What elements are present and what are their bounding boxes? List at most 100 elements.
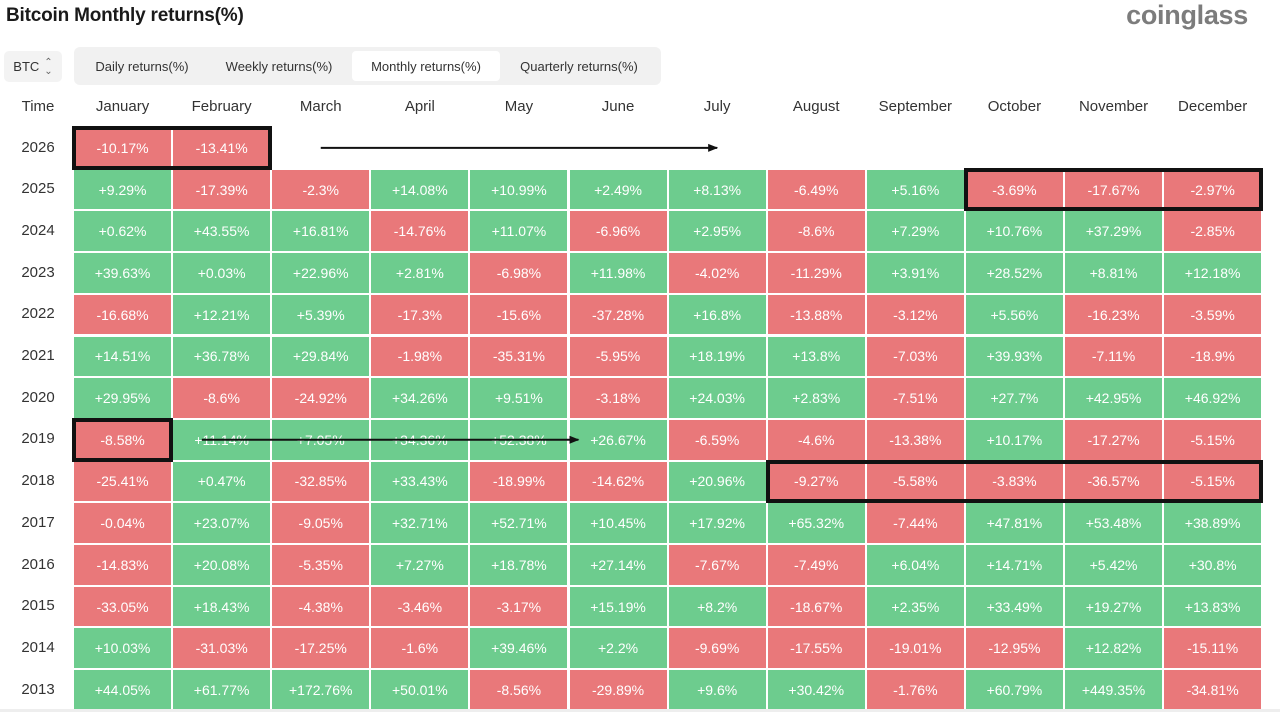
- return-cell[interactable]: +12.21%: [173, 294, 271, 335]
- return-cell[interactable]: +44.05%: [74, 670, 172, 710]
- return-cell[interactable]: +9.29%: [74, 169, 172, 210]
- return-cell[interactable]: +14.51%: [74, 336, 172, 377]
- return-cell[interactable]: -17.55%: [767, 628, 865, 669]
- return-cell[interactable]: +5.16%: [866, 169, 964, 210]
- return-cell[interactable]: -29.89%: [569, 670, 667, 710]
- return-cell[interactable]: +38.89%: [1164, 503, 1262, 543]
- return-cell[interactable]: -12.95%: [965, 628, 1063, 669]
- return-cell[interactable]: +36.78%: [173, 336, 271, 377]
- return-cell[interactable]: +18.43%: [173, 586, 271, 627]
- return-cell[interactable]: +2.81%: [371, 253, 469, 293]
- return-cell[interactable]: +18.19%: [668, 336, 766, 377]
- return-cell[interactable]: -24.92%: [272, 378, 370, 418]
- return-cell[interactable]: +29.95%: [74, 378, 172, 418]
- return-cell[interactable]: -15.11%: [1164, 628, 1262, 669]
- return-cell[interactable]: -9.05%: [272, 503, 370, 543]
- return-cell[interactable]: -2.85%: [1164, 211, 1262, 252]
- return-cell[interactable]: +50.01%: [371, 670, 469, 710]
- return-cell[interactable]: +7.27%: [371, 545, 469, 585]
- return-cell[interactable]: +8.81%: [1065, 253, 1163, 293]
- return-cell[interactable]: -35.31%: [470, 336, 568, 377]
- return-cell[interactable]: -4.38%: [272, 586, 370, 627]
- return-cell[interactable]: -0.04%: [74, 503, 172, 543]
- return-cell[interactable]: +11.14%: [173, 419, 271, 460]
- return-cell[interactable]: -8.6%: [767, 211, 865, 252]
- return-cell[interactable]: +22.96%: [272, 253, 370, 293]
- return-cell[interactable]: +11.98%: [569, 253, 667, 293]
- return-cell[interactable]: +17.92%: [668, 503, 766, 543]
- return-cell[interactable]: -18.67%: [767, 586, 865, 627]
- return-cell[interactable]: -1.76%: [866, 670, 964, 710]
- return-cell[interactable]: +26.67%: [569, 419, 667, 460]
- return-cell[interactable]: +3.91%: [866, 253, 964, 293]
- return-cell[interactable]: -8.56%: [470, 670, 568, 710]
- return-cell[interactable]: -33.05%: [74, 586, 172, 627]
- return-cell[interactable]: +65.32%: [767, 503, 865, 543]
- return-cell[interactable]: +30.8%: [1164, 545, 1262, 585]
- return-cell[interactable]: +27.7%: [965, 378, 1063, 418]
- return-cell[interactable]: -16.68%: [74, 294, 172, 335]
- return-cell[interactable]: +34.26%: [371, 378, 469, 418]
- return-cell[interactable]: -17.3%: [371, 294, 469, 335]
- return-cell[interactable]: +2.35%: [866, 586, 964, 627]
- return-cell[interactable]: -10.17%: [74, 128, 172, 168]
- return-cell[interactable]: +2.83%: [767, 378, 865, 418]
- return-cell[interactable]: -17.67%: [1065, 169, 1163, 210]
- return-cell[interactable]: -25.41%: [74, 461, 172, 502]
- return-cell[interactable]: -34.81%: [1164, 670, 1262, 710]
- return-cell[interactable]: +11.07%: [470, 211, 568, 252]
- return-cell[interactable]: -17.39%: [173, 169, 271, 210]
- return-cell[interactable]: +39.46%: [470, 628, 568, 669]
- return-cell[interactable]: +5.39%: [272, 294, 370, 335]
- return-cell[interactable]: +16.8%: [668, 294, 766, 335]
- return-cell[interactable]: -1.6%: [371, 628, 469, 669]
- return-cell[interactable]: +9.6%: [668, 670, 766, 710]
- return-cell[interactable]: -9.27%: [767, 461, 865, 502]
- return-cell[interactable]: +5.56%: [965, 294, 1063, 335]
- return-cell[interactable]: +7.29%: [866, 211, 964, 252]
- return-cell[interactable]: +6.04%: [866, 545, 964, 585]
- return-cell[interactable]: +449.35%: [1065, 670, 1163, 710]
- return-cell[interactable]: +30.42%: [767, 670, 865, 710]
- return-cell[interactable]: -5.58%: [866, 461, 964, 502]
- tab-daily-returns[interactable]: Daily returns(%): [95, 58, 189, 74]
- return-cell[interactable]: -5.15%: [1164, 461, 1262, 502]
- return-cell[interactable]: +32.71%: [371, 503, 469, 543]
- tab-quarterly-returns[interactable]: Quarterly returns(%): [520, 58, 638, 74]
- return-cell[interactable]: -8.6%: [173, 378, 271, 418]
- return-cell[interactable]: -14.83%: [74, 545, 172, 585]
- return-cell[interactable]: +46.92%: [1164, 378, 1262, 418]
- return-cell[interactable]: -13.88%: [767, 294, 865, 335]
- return-cell[interactable]: -6.98%: [470, 253, 568, 293]
- return-cell[interactable]: -3.46%: [371, 586, 469, 627]
- return-cell[interactable]: -16.23%: [1065, 294, 1163, 335]
- tab-weekly-returns[interactable]: Weekly returns(%): [225, 58, 333, 74]
- return-cell[interactable]: -3.17%: [470, 586, 568, 627]
- return-cell[interactable]: +172.76%: [272, 670, 370, 710]
- return-cell[interactable]: +13.83%: [1164, 586, 1262, 627]
- return-cell[interactable]: +13.8%: [767, 336, 865, 377]
- return-cell[interactable]: -1.98%: [371, 336, 469, 377]
- return-cell[interactable]: +52.71%: [470, 503, 568, 543]
- return-cell[interactable]: -37.28%: [569, 294, 667, 335]
- return-cell[interactable]: +39.63%: [74, 253, 172, 293]
- return-cell[interactable]: -13.38%: [866, 419, 964, 460]
- return-cell[interactable]: -3.12%: [866, 294, 964, 335]
- return-cell[interactable]: +12.18%: [1164, 253, 1262, 293]
- return-cell[interactable]: +20.08%: [173, 545, 271, 585]
- return-cell[interactable]: -8.58%: [74, 419, 172, 460]
- return-cell[interactable]: +28.52%: [965, 253, 1063, 293]
- coin-select[interactable]: BTC ⌃ ⌄: [4, 51, 62, 82]
- return-cell[interactable]: +16.81%: [272, 211, 370, 252]
- return-cell[interactable]: -2.3%: [272, 169, 370, 210]
- return-cell[interactable]: +9.51%: [470, 378, 568, 418]
- return-cell[interactable]: +10.45%: [569, 503, 667, 543]
- return-cell[interactable]: +52.38%: [470, 419, 568, 460]
- return-cell[interactable]: -17.27%: [1065, 419, 1163, 460]
- return-cell[interactable]: +37.29%: [1065, 211, 1163, 252]
- return-cell[interactable]: -3.18%: [569, 378, 667, 418]
- return-cell[interactable]: -7.49%: [767, 545, 865, 585]
- return-cell[interactable]: +33.43%: [371, 461, 469, 502]
- return-cell[interactable]: -13.41%: [173, 128, 271, 168]
- return-cell[interactable]: +34.36%: [371, 419, 469, 460]
